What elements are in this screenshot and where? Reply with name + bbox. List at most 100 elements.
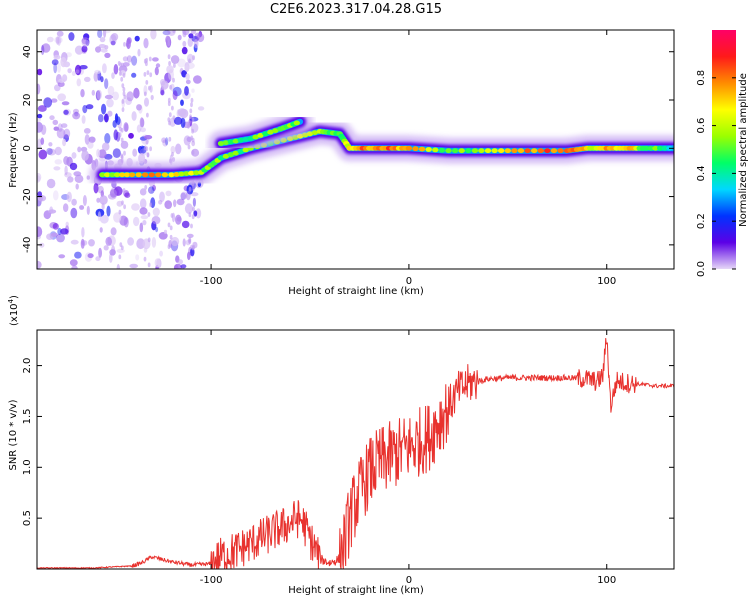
noise-blob bbox=[37, 260, 42, 269]
main-ridge-point bbox=[155, 172, 162, 178]
main-ridge-point bbox=[217, 155, 225, 161]
main-ridge-point bbox=[188, 170, 195, 176]
noise-streak bbox=[119, 126, 122, 132]
noise-blob bbox=[123, 217, 129, 228]
noise-blob bbox=[62, 203, 69, 213]
noise-blob bbox=[124, 192, 131, 198]
noise-streak bbox=[119, 62, 123, 68]
noise-blob bbox=[126, 91, 134, 102]
noise-blob bbox=[95, 256, 101, 262]
noise-streak bbox=[188, 237, 192, 243]
noise-blob bbox=[133, 216, 140, 227]
noise-blob bbox=[168, 69, 174, 81]
noise-blob bbox=[182, 40, 187, 48]
noise-blob bbox=[139, 117, 144, 128]
noise-streak bbox=[191, 117, 195, 122]
main-ridge-point bbox=[657, 145, 664, 151]
noise-blob bbox=[110, 227, 117, 236]
spectrogram-ridge-layer bbox=[89, 108, 674, 188]
main-ridge-point bbox=[458, 148, 465, 154]
snr-series-line bbox=[37, 338, 674, 569]
noise-streak bbox=[148, 56, 152, 62]
noise-blob bbox=[111, 72, 115, 79]
noise-streak bbox=[191, 128, 195, 134]
noise-blob bbox=[46, 36, 54, 43]
noise-blob bbox=[160, 80, 169, 90]
main-ridge-point bbox=[135, 172, 142, 178]
noise-blob bbox=[85, 38, 90, 46]
noise-blob bbox=[196, 33, 205, 43]
main-ridge-point bbox=[465, 148, 472, 154]
noise-streak bbox=[146, 70, 150, 75]
noise-streak bbox=[146, 152, 150, 158]
noise-blob bbox=[104, 45, 109, 50]
noise-blob bbox=[131, 72, 137, 78]
snr-x-tick-label: 0 bbox=[406, 575, 412, 586]
noise-streak bbox=[167, 97, 171, 103]
noise-blob bbox=[75, 69, 80, 74]
noise-blob bbox=[193, 210, 198, 217]
noise-blob bbox=[102, 63, 107, 74]
noise-blob bbox=[80, 89, 85, 98]
noise-blob bbox=[37, 68, 43, 76]
noise-blob bbox=[129, 263, 138, 269]
spectrogram-y-axis-label: Frequency (Hz) bbox=[8, 112, 19, 188]
secondary-ridge-point bbox=[267, 129, 274, 135]
noise-streak bbox=[171, 105, 174, 111]
noise-blob bbox=[50, 232, 58, 238]
noise-blob bbox=[51, 59, 59, 66]
noise-blob bbox=[132, 148, 138, 157]
snr-frame bbox=[36, 329, 675, 570]
noise-blob bbox=[111, 33, 119, 41]
noise-streak bbox=[167, 41, 171, 47]
noise-streak bbox=[147, 212, 151, 217]
noise-blob bbox=[52, 119, 59, 126]
noise-blob bbox=[104, 133, 111, 144]
noise-streak bbox=[169, 234, 173, 240]
noise-blob bbox=[152, 57, 159, 62]
noise-blob bbox=[177, 58, 186, 68]
colorbar-ticks: 0.0 0.2 0.4 0.6 0.8 bbox=[696, 70, 736, 277]
noise-blob bbox=[38, 149, 48, 160]
noise-streak bbox=[118, 132, 122, 138]
main-ridge-point bbox=[498, 148, 505, 154]
secondary-ridge-point bbox=[227, 139, 235, 145]
colorbar-tick-label: 0.6 bbox=[696, 118, 707, 134]
noise-blob bbox=[99, 37, 106, 43]
noise-blob bbox=[53, 126, 60, 131]
snr-x-tick-label: -100 bbox=[200, 575, 223, 586]
noise-streak bbox=[149, 72, 153, 78]
noise-blob bbox=[83, 127, 91, 134]
noise-streak bbox=[167, 244, 171, 250]
noise-blob bbox=[100, 76, 104, 83]
colorbar-tick-label: 0.4 bbox=[696, 165, 707, 181]
snr-x-tick-label: 100 bbox=[597, 575, 616, 586]
main-ridge-point bbox=[183, 171, 190, 177]
noise-blob bbox=[172, 90, 178, 101]
noise-blob bbox=[154, 66, 159, 76]
colorbar-tick-label: 0.2 bbox=[696, 213, 707, 229]
main-ridge-point bbox=[148, 172, 155, 178]
snr-y-multiplier: (x104) bbox=[7, 295, 20, 326]
noise-blob bbox=[37, 138, 42, 149]
noise-blob bbox=[49, 115, 55, 121]
noise-blob bbox=[66, 191, 72, 203]
noise-blob bbox=[197, 106, 205, 111]
noise-streak bbox=[172, 30, 176, 34]
noise-blob bbox=[185, 73, 190, 81]
noise-blob bbox=[54, 159, 63, 165]
noise-blob bbox=[79, 65, 88, 70]
main-ridge-point bbox=[311, 130, 319, 136]
noise-streak bbox=[120, 137, 124, 143]
spectrogram-y-tick-label: -20 bbox=[22, 188, 33, 204]
noise-blob bbox=[139, 198, 147, 209]
noise-blob bbox=[134, 35, 140, 42]
noise-blob bbox=[120, 140, 129, 149]
noise-streak bbox=[145, 80, 149, 85]
noise-blob bbox=[69, 162, 78, 171]
colorbar-strip bbox=[712, 30, 736, 269]
noise-blob bbox=[122, 62, 130, 67]
secondary-ridge-point bbox=[252, 134, 259, 140]
noise-blob bbox=[176, 198, 185, 206]
